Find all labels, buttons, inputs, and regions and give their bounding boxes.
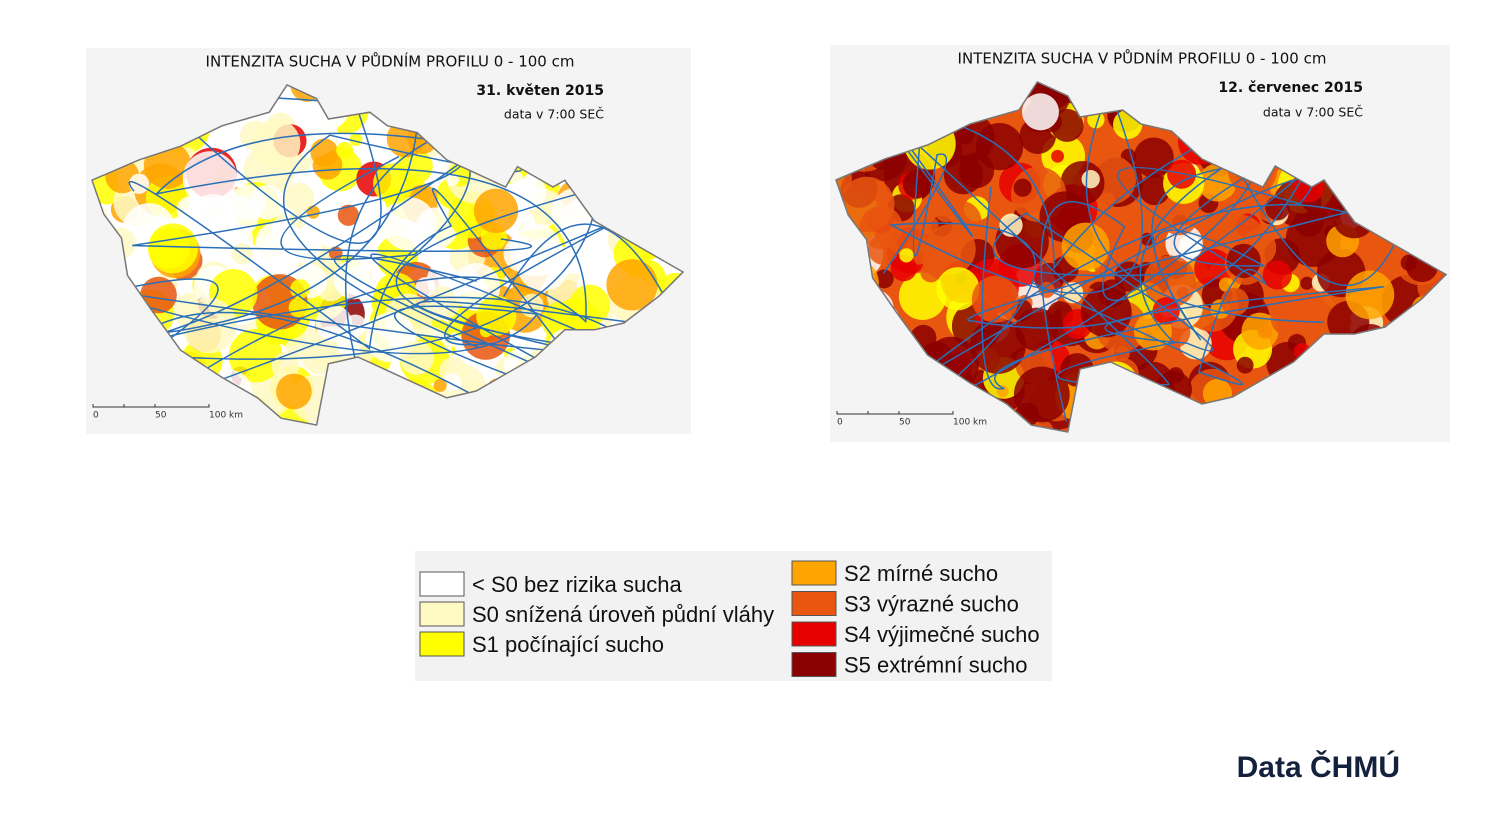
scale-label: 0 [93, 411, 99, 421]
legend-swatch [419, 631, 465, 657]
drought-patch [255, 220, 305, 270]
drought-patch [1241, 312, 1279, 350]
scale-label: 100 km [209, 411, 243, 421]
river [105, 187, 675, 390]
drought-patch [433, 378, 447, 392]
river [882, 101, 1350, 386]
drought-patch [511, 174, 547, 210]
drought-patch [899, 248, 914, 263]
drought-patch [276, 373, 312, 410]
drought-patch [284, 182, 314, 213]
drought-patch [933, 195, 961, 223]
border [91, 84, 685, 426]
scale-bar [92, 404, 210, 408]
map-date: 12. červenec 2015 [1218, 80, 1363, 96]
drought-patch [337, 204, 360, 226]
drought-patch [1300, 276, 1314, 290]
legend-swatch [791, 652, 837, 677]
drought-patch [149, 227, 191, 269]
river [1040, 97, 1396, 422]
drought-patch [1013, 366, 1070, 423]
drought-patch [288, 297, 309, 318]
legend-label: S4 výjimečné sucho [844, 622, 1040, 647]
drought-patch [1021, 93, 1059, 131]
legend-swatch [791, 560, 837, 586]
drought-patch [921, 216, 939, 234]
legend-swatch [419, 571, 465, 597]
drought-patch [425, 286, 460, 321]
river [901, 166, 1412, 389]
legend-label: S0 snížená úroveň půdní vláhy [472, 602, 774, 627]
map-note: data v 7:00 SEČ [504, 107, 604, 122]
drought-patch [310, 138, 339, 167]
scale-label: 50 [155, 411, 167, 421]
legend-label: S1 počínající sucho [472, 632, 664, 657]
drought-patch [971, 275, 1019, 323]
drought-patch [140, 276, 177, 314]
drought-patch [1270, 300, 1306, 337]
legend-swatch [791, 591, 837, 616]
drought-patch [1143, 255, 1197, 308]
scale-label: 100 km [953, 418, 987, 428]
drought-patch [996, 385, 1009, 398]
drought-patch [336, 141, 354, 159]
legend-swatch [419, 601, 465, 627]
map-date: 31. květen 2015 [476, 83, 604, 99]
legend-label: S5 extrémní sucho [844, 652, 1027, 677]
river [92, 180, 611, 413]
drought-patch [1371, 242, 1395, 266]
drought-patch [342, 266, 372, 296]
drought-patch [306, 205, 320, 219]
legend: < S0 bez rizika sucha S0 snížená úroveň p… [419, 560, 1040, 677]
drought-patch [1345, 270, 1395, 320]
drought-patch [443, 373, 462, 392]
legend-box [415, 551, 1052, 681]
drought-patch [229, 184, 266, 221]
drought-patch [1013, 178, 1032, 197]
drought-patch [1359, 238, 1374, 253]
drought-patch [839, 176, 895, 233]
drought-patch [476, 295, 517, 336]
map-title: INTENZITA SUCHA V PŮDNÍM PROFILU 0 - 100… [206, 52, 575, 71]
drought-patch [128, 173, 150, 194]
drought-patch [606, 259, 658, 311]
drought-patch [290, 279, 310, 299]
drought-patch [1081, 170, 1100, 189]
map-note: data v 7:00 SEČ [1263, 105, 1363, 120]
drought-patch [1015, 307, 1059, 352]
scale-label: 50 [899, 418, 911, 428]
scale-label: 0 [837, 418, 843, 428]
drought-patch [473, 188, 519, 234]
drought-patch [1159, 196, 1199, 236]
drought-patch [1262, 260, 1292, 290]
drought-patch [874, 269, 894, 289]
drought-patch [1265, 196, 1290, 221]
map-title: INTENZITA SUCHA V PŮDNÍM PROFILU 0 - 100… [958, 49, 1327, 68]
drought-patch [251, 119, 301, 169]
drought-patch [446, 173, 459, 187]
drought-patch [925, 223, 976, 275]
drought-patch [958, 152, 995, 189]
drought-patch [1167, 159, 1197, 189]
drought-patch [1236, 356, 1254, 374]
drought-patch [898, 272, 947, 320]
drought-patch [1198, 163, 1237, 202]
legend-swatch [791, 621, 837, 647]
drought-patch [1051, 149, 1064, 163]
drought-patch [399, 340, 434, 375]
legend-label: < S0 bez rizika sucha [472, 572, 682, 597]
legend-label: S3 výrazné sucho [844, 591, 1019, 616]
drought-patch [373, 163, 414, 204]
legend-label: S2 mírné sucho [844, 561, 998, 586]
border [835, 81, 1448, 433]
drought-patch [936, 267, 980, 311]
scale-bar [836, 411, 954, 415]
drought-patch [890, 254, 917, 282]
source: Data ČHMÚ [1237, 750, 1400, 784]
